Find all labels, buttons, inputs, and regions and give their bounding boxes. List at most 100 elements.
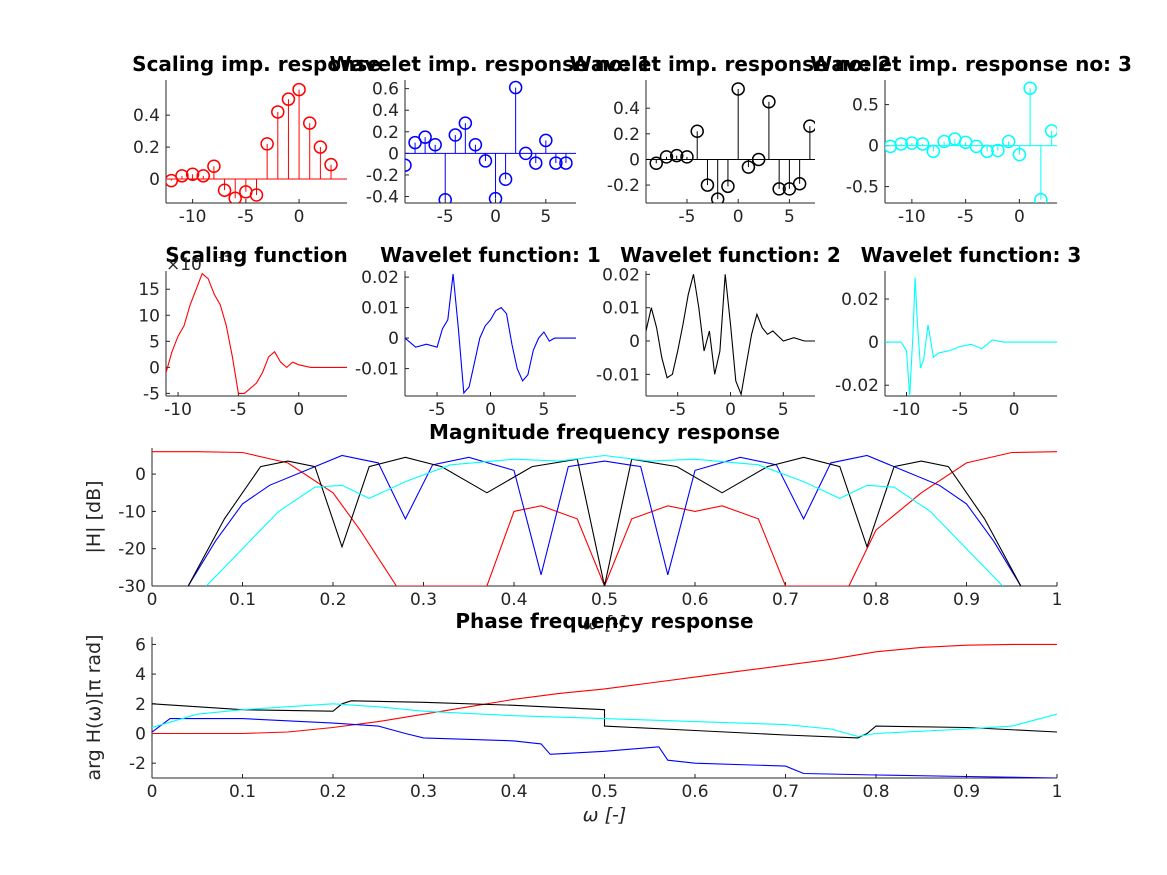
x-tick-label: -5 [429, 400, 446, 420]
chart-title: Wavelet function: 3 [861, 243, 1082, 267]
stem-marker [690, 124, 704, 138]
y-axis-label: |H| [dB] [83, 480, 105, 553]
y-tick-label: 0 [388, 144, 399, 164]
y-tick-label: 0 [388, 329, 399, 349]
subplot-3: -5 0 5 -0.2 0 0.2 0.4 Wavelet imp. response no:… [570, 52, 892, 227]
x-tick-label: 0 [485, 400, 496, 420]
stem-marker [751, 152, 766, 167]
chart-title: Wavelet function: 2 [620, 243, 841, 267]
x-tick-label: -5 [237, 207, 254, 227]
y-tick-label: 0 [149, 170, 160, 190]
stem-marker [549, 156, 563, 170]
series-line [205, 454, 1004, 586]
stem-marker [478, 154, 493, 168]
y-tick-label: 4 [135, 665, 146, 685]
chart-title: Magnitude frequency response [429, 420, 780, 444]
stem-marker [1034, 192, 1048, 203]
plot-area [166, 272, 347, 394]
stem-marker [249, 188, 264, 202]
series-line [646, 274, 815, 396]
subplot-9: 0 0.1 0.2 0.3 0.4 0.5 0.6 0.7 0.8 0.9 1 -30 -20 -10 0 M… [83, 420, 1062, 634]
subplot-4: -10 -5 0 -0.5 0 0.5 Wavelet imp. response no: … [810, 52, 1132, 227]
stem-marker [969, 139, 984, 154]
x-tick-label: 0 [147, 590, 158, 610]
plot-area [166, 82, 347, 203]
chart-title: Wavelet imp. response no: 1 [330, 52, 652, 76]
x-tick-label: -5 [678, 207, 695, 227]
y-tick-label: 0.4 [133, 106, 160, 126]
stem-marker [428, 137, 442, 152]
stem-marker [324, 157, 338, 172]
x-tick-label: -5 [437, 207, 454, 227]
x-tick-label: 0.4 [500, 590, 527, 610]
y-axis-label: arg H(ω)[π rad] [83, 634, 105, 780]
x-tick-label: 0 [490, 207, 501, 227]
y-tick-label: 0 [135, 724, 146, 744]
y-tick-label: 15 [138, 280, 160, 300]
y-tick-label: 2 [135, 695, 146, 715]
stem-marker [281, 92, 296, 106]
stem-marker [926, 144, 941, 159]
stem-marker [731, 82, 745, 96]
y-tick-label: 0.2 [613, 125, 640, 145]
y-tick-label: 0 [868, 333, 879, 353]
exponent-label: ×10 [166, 255, 202, 275]
stem-marker [302, 116, 317, 130]
x-tick-label: -10 [164, 400, 192, 420]
y-tick-label: 0 [629, 332, 640, 352]
series-line [152, 703, 1057, 737]
y-tick-label: 6 [135, 635, 146, 655]
stem-marker [649, 156, 663, 171]
x-tick-label: -5 [230, 400, 247, 420]
x-tick-label: 0.7 [772, 782, 799, 802]
chart-title: Phase frequency response [455, 609, 753, 633]
stem-marker [803, 119, 815, 133]
y-tick-label: -20 [118, 540, 146, 560]
subplot-10: 0 0.1 0.2 0.3 0.4 0.5 0.6 0.7 0.8 0.9 1-20246Phase… [83, 609, 1062, 826]
y-tick-label: 0.5 [852, 96, 879, 116]
x-tick-label: -10 [893, 400, 921, 420]
y-tick-label: -10 [118, 502, 146, 522]
stem-marker [271, 105, 285, 119]
x-tick-label: 0.5 [591, 782, 618, 802]
plot-area [646, 274, 815, 396]
stem-marker [669, 148, 684, 163]
chart-title: Wavelet imp. response no: 2 [570, 52, 892, 76]
x-tick-label: 0 [147, 782, 158, 802]
x-tick-label: 0.4 [500, 782, 527, 802]
stem-marker [508, 80, 523, 95]
y-tick-label: -0.5 [846, 178, 879, 198]
x-tick-label: 0.6 [681, 782, 708, 802]
x-tick-label: 0.2 [319, 782, 346, 802]
x-tick-label: 5 [778, 400, 789, 420]
stem-marker [217, 183, 232, 197]
stem-marker [488, 191, 503, 203]
stem-marker [185, 167, 200, 181]
exponent-power: -3 [218, 250, 230, 264]
y-tick-label: 0.4 [613, 99, 640, 119]
x-tick-label: 5 [784, 207, 795, 227]
x-tick-label: 0.9 [953, 782, 980, 802]
y-tick-label: -5 [143, 384, 160, 404]
x-tick-label: 5 [539, 400, 550, 420]
y-tick-label: -0.02 [835, 376, 879, 396]
x-tick-label: -10 [898, 207, 926, 227]
subplot-8: -10 -5 0 -0.02 0 0.02 Wavelet function: 3 [835, 243, 1081, 420]
stem-marker [468, 137, 483, 152]
x-tick-label: 0 [293, 400, 304, 420]
x-tick-label: 0.9 [953, 590, 980, 610]
x-tick-label: 0.6 [681, 590, 708, 610]
series-line [152, 718, 1057, 778]
x-tick-label: 0 [1014, 207, 1025, 227]
series-line [152, 643, 1057, 735]
series-line [166, 272, 347, 394]
stem-marker [175, 169, 189, 183]
x-tick-label: 0.5 [591, 590, 618, 610]
x-tick-label: 1 [1052, 590, 1063, 610]
y-tick-label: 0 [868, 137, 879, 157]
stem-marker [498, 172, 513, 187]
